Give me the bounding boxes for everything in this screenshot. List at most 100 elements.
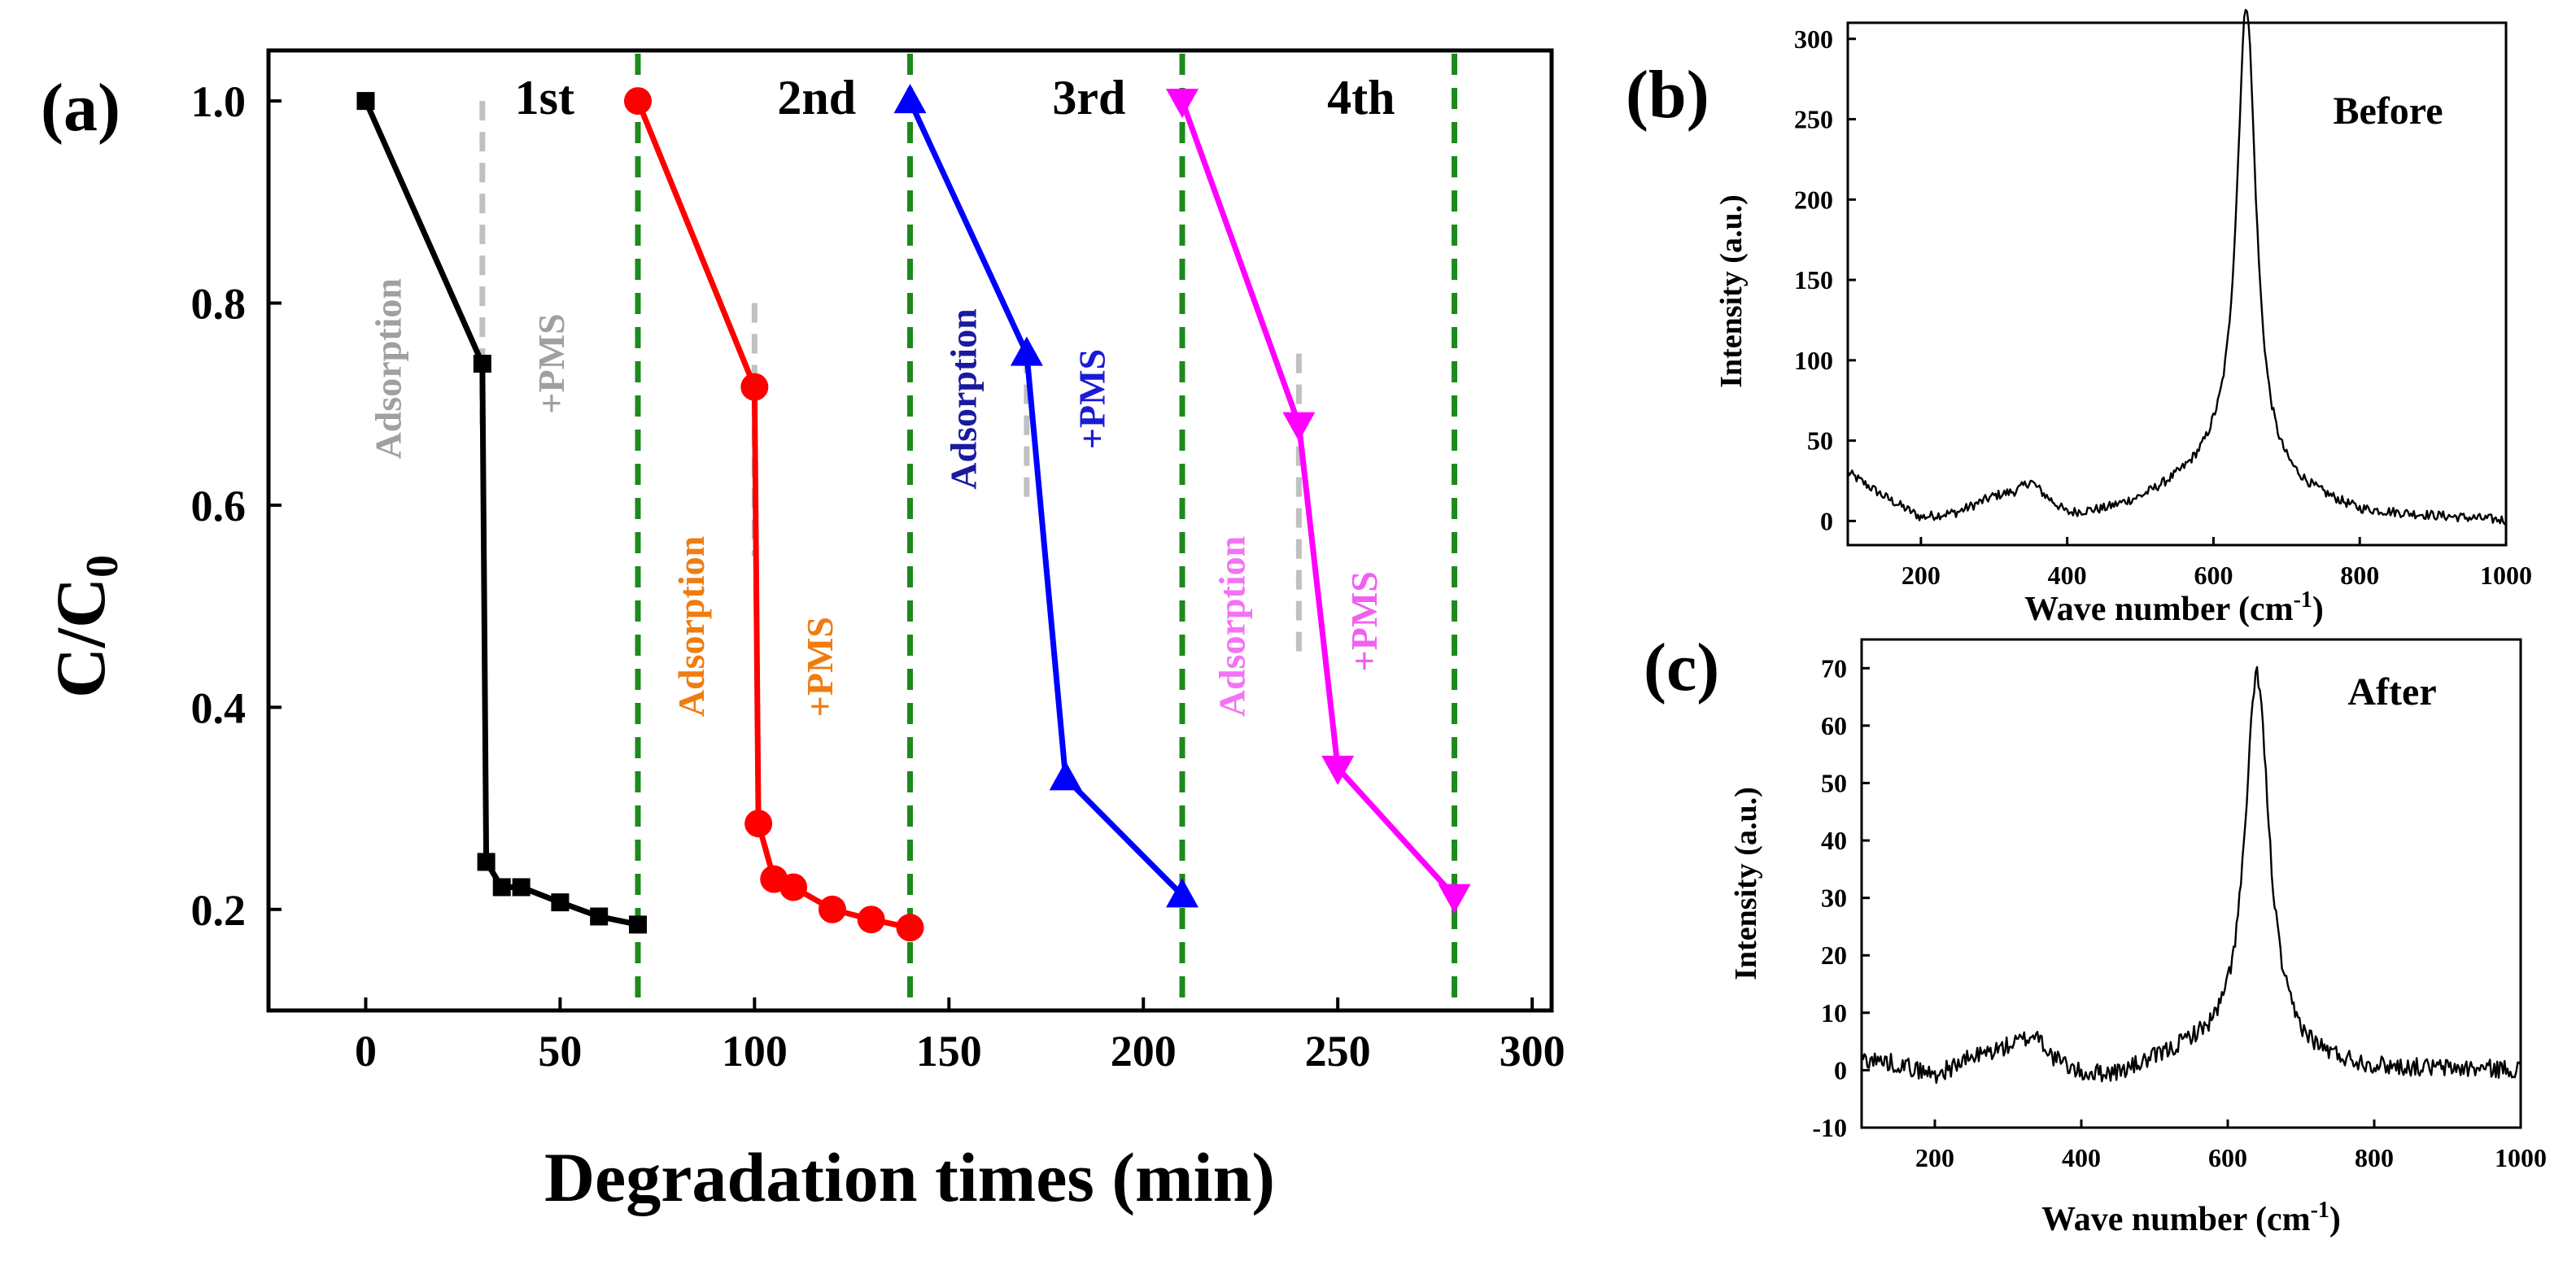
y-axis-label-b: Intensity (a.u.) bbox=[1714, 194, 1749, 388]
y-tick-label: 0 bbox=[1820, 506, 1833, 535]
x-tick-label-a: 100 bbox=[722, 1027, 788, 1076]
axes-frame-a bbox=[266, 48, 1554, 1013]
data-point bbox=[623, 87, 652, 116]
data-point bbox=[590, 907, 609, 926]
data-point bbox=[1010, 336, 1043, 366]
x-tick-label: 1000 bbox=[2495, 1143, 2547, 1172]
x-tick-label: 200 bbox=[1915, 1143, 1954, 1172]
x-tick-label-a: 150 bbox=[916, 1027, 982, 1076]
y-tick-label-a: 0.2 bbox=[191, 886, 247, 935]
x-tick-label-a: 250 bbox=[1305, 1027, 1371, 1076]
annotation-label: +PMS bbox=[1071, 349, 1112, 449]
x-axis-label-a: Degradation times (min) bbox=[544, 1138, 1275, 1216]
data-point bbox=[779, 873, 808, 901]
y-tick-label-a: 0.4 bbox=[191, 683, 247, 732]
y-tick-label: 200 bbox=[1794, 185, 1833, 214]
series-line-1st bbox=[363, 99, 639, 927]
chart-panel-a: (a) 0 50 100 150 200 250 300 0.2 0.4 0.6 0.8 1.0 1st… bbox=[41, 48, 1565, 1216]
cycle-label: 2nd bbox=[777, 71, 856, 124]
x-tick-label-a: 200 bbox=[1111, 1027, 1177, 1076]
y-tick-label-a: 1.0 bbox=[191, 77, 247, 126]
x-axis-label-c-close: ) bbox=[2329, 1201, 2341, 1238]
x-tick-label: 400 bbox=[2048, 561, 2087, 590]
x-tick-label-a: 50 bbox=[538, 1027, 582, 1076]
x-tick-label: 600 bbox=[2194, 561, 2233, 590]
y-tick-label: 40 bbox=[1821, 826, 1847, 855]
annotation-label: Adsorption bbox=[943, 308, 985, 489]
plot-area-a: 0 50 100 150 200 250 300 0.2 0.4 0.6 0.8 1.0 1st 2nd 3… bbox=[191, 54, 1565, 1076]
y-axis-label-main: C/C bbox=[41, 578, 120, 698]
x-axis-label-c-sup: -1 bbox=[2311, 1198, 2329, 1223]
y-axis-label-sub: 0 bbox=[77, 555, 128, 578]
x-tick-label-a: 0 bbox=[355, 1027, 377, 1076]
panel-label-c: (c) bbox=[1644, 630, 1719, 705]
data-point bbox=[477, 853, 496, 871]
data-point bbox=[492, 878, 511, 897]
annotation-label: +PMS bbox=[1343, 571, 1385, 671]
x-axis-label-b: Wave number (cm-1) bbox=[2024, 587, 2324, 628]
y-tick-label: 0 bbox=[1834, 1055, 1847, 1085]
data-point bbox=[628, 915, 647, 934]
y-tick-label: 250 bbox=[1794, 105, 1833, 134]
x-axis-label-b-sup: -1 bbox=[2294, 587, 2312, 613]
x-tick-label: 1000 bbox=[2480, 561, 2532, 590]
chart-panel-c: (c) 200 400 600 800 1000 -10 0 10 20 30 40 50 60 70 A… bbox=[1644, 630, 2547, 1238]
data-point bbox=[356, 92, 375, 111]
annotation-label: +PMS bbox=[799, 617, 840, 717]
y-tick-label: 300 bbox=[1794, 24, 1833, 54]
data-point bbox=[1166, 878, 1199, 908]
data-point bbox=[1166, 89, 1199, 119]
data-point bbox=[744, 810, 773, 838]
panel-label-a: (a) bbox=[41, 70, 120, 146]
y-tick-label: -10 bbox=[1812, 1113, 1847, 1142]
y-tick-label: 60 bbox=[1821, 711, 1847, 740]
y-axis-label-a: C/C0 bbox=[41, 555, 128, 698]
annotation-label: Adsorption bbox=[670, 536, 712, 717]
axes-frame-b bbox=[1846, 21, 2508, 547]
plot-area-b: 200 400 600 800 1000 0 50 100 150 200 250 300 bbox=[1794, 8, 2532, 590]
cycle-label: 4th bbox=[1327, 71, 1395, 124]
x-tick-label: 800 bbox=[2355, 1143, 2394, 1172]
cycle-label: 1st bbox=[515, 71, 574, 124]
series-line-3rd bbox=[907, 99, 1185, 897]
cycle-label: 3rd bbox=[1052, 71, 1125, 124]
x-tick-label: 800 bbox=[2340, 561, 2379, 590]
annotation-label: +PMS bbox=[530, 313, 572, 413]
data-point bbox=[1049, 761, 1082, 791]
y-tick-label: 50 bbox=[1821, 768, 1847, 797]
data-point bbox=[512, 878, 530, 897]
annotation-label: Adsorption bbox=[1211, 536, 1252, 717]
spectrum-line bbox=[1846, 8, 2507, 526]
plot-area-c: 200 400 600 800 1000 -10 0 10 20 30 40 50 60 70 bbox=[1812, 653, 2547, 1172]
y-tick-label: 10 bbox=[1821, 998, 1847, 1028]
series-line-2nd bbox=[635, 99, 911, 931]
axes-frame-c bbox=[1860, 638, 2522, 1129]
series-line-4th bbox=[1179, 99, 1457, 898]
data-point bbox=[1321, 755, 1355, 785]
x-axis-label-c-text: Wave number (cm bbox=[2041, 1201, 2311, 1238]
y-tick-label: 20 bbox=[1821, 940, 1847, 970]
y-tick-label: 70 bbox=[1821, 653, 1847, 683]
data-point bbox=[473, 355, 491, 373]
y-tick-label: 150 bbox=[1794, 265, 1833, 295]
data-point bbox=[893, 84, 927, 114]
y-tick-label: 30 bbox=[1821, 884, 1847, 913]
y-tick-label: 50 bbox=[1807, 426, 1833, 456]
data-point bbox=[740, 373, 769, 401]
title-before: Before bbox=[2333, 89, 2443, 133]
x-axis-label-b-text: Wave number (cm bbox=[2024, 591, 2294, 628]
spectrum-line bbox=[1860, 666, 2522, 1085]
data-point bbox=[818, 895, 846, 923]
x-tick-label: 200 bbox=[1901, 561, 1941, 590]
x-axis-label-b-close: ) bbox=[2312, 591, 2324, 628]
y-axis-label-c: Intensity (a.u.) bbox=[1729, 787, 1763, 980]
title-after: After bbox=[2347, 670, 2436, 714]
data-point bbox=[857, 906, 885, 934]
y-tick-label-a: 0.8 bbox=[191, 280, 247, 329]
chart-panel-b: (b) 200 400 600 800 1000 0 50 100 150 200 250 300 B… bbox=[1626, 8, 2532, 628]
data-point bbox=[551, 893, 570, 912]
x-tick-label-a: 300 bbox=[1500, 1027, 1565, 1076]
data-point bbox=[1438, 884, 1471, 914]
y-tick-label: 100 bbox=[1794, 346, 1833, 375]
